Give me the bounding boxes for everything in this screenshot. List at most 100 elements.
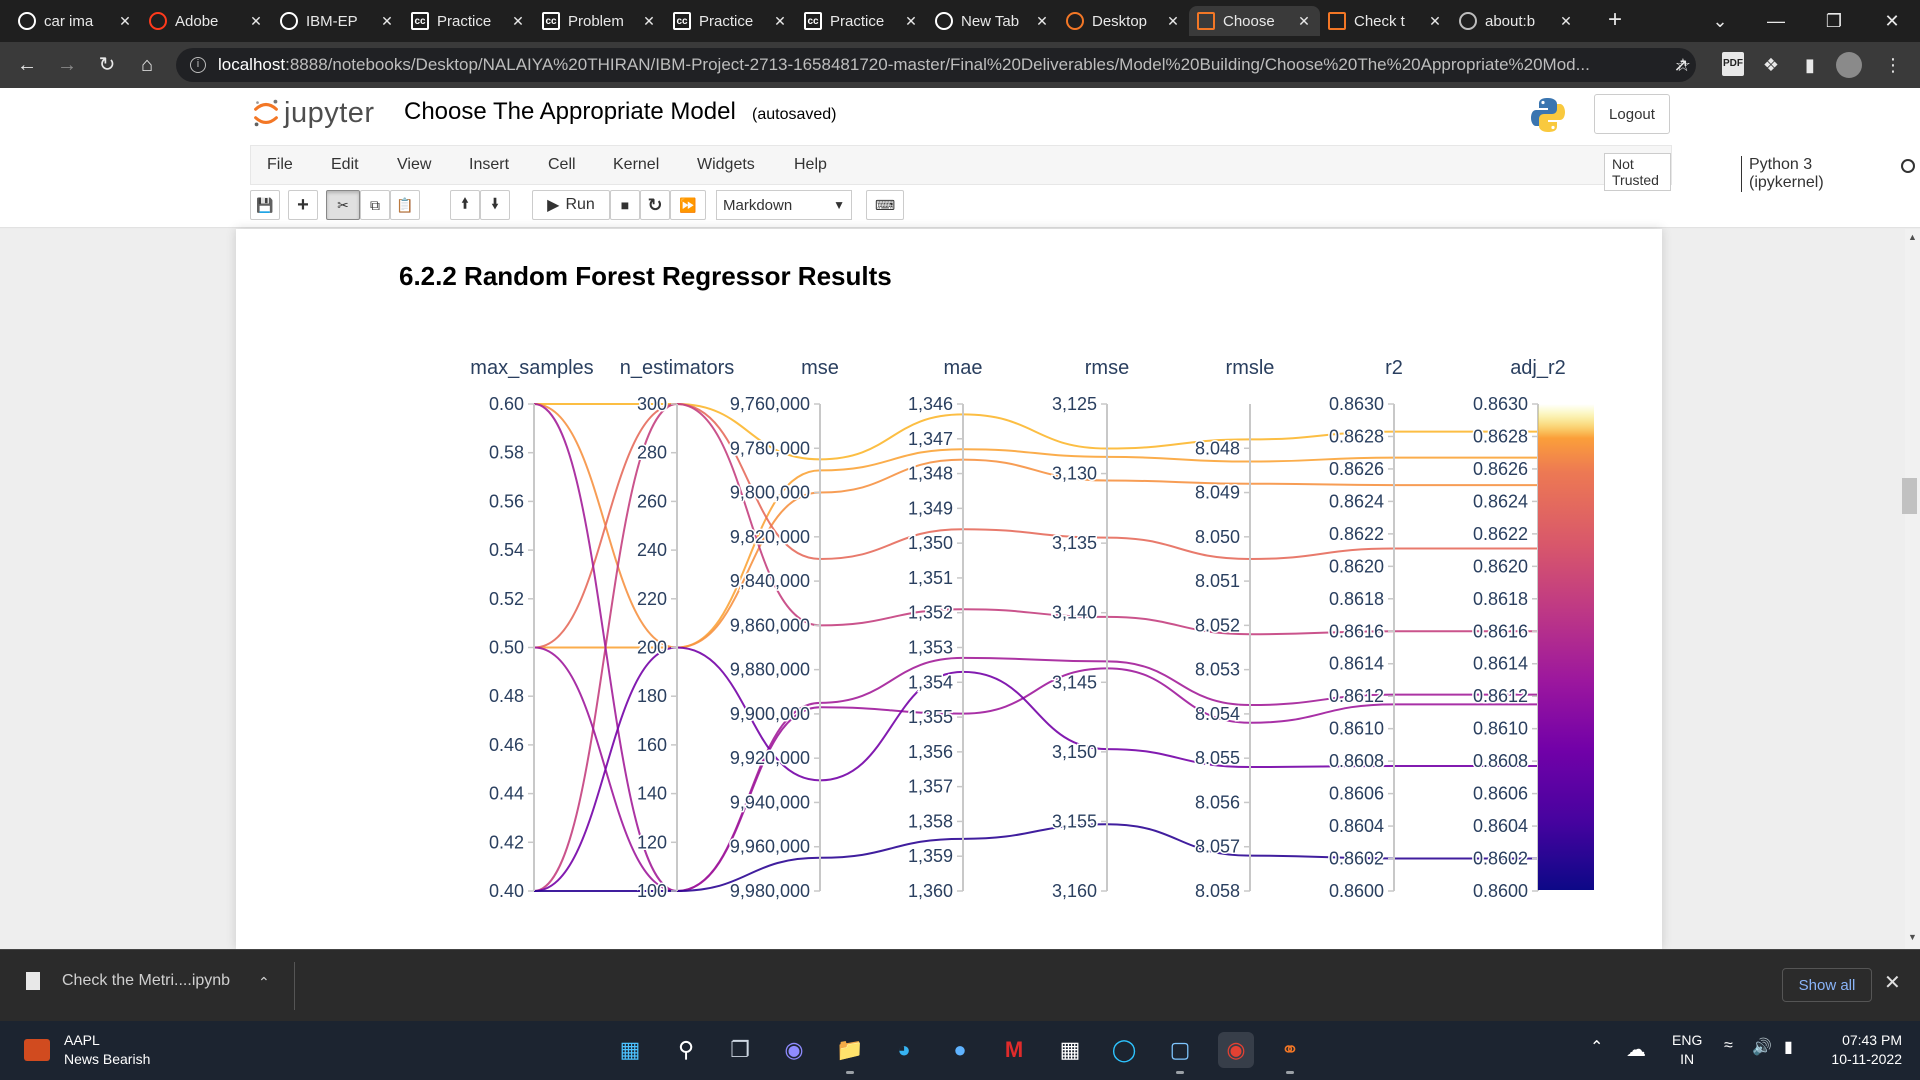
- browser-tab[interactable]: cc Practice ✕: [403, 6, 534, 36]
- tab-close-icon[interactable]: ✕: [774, 12, 786, 29]
- task-view-icon[interactable]: ❐: [730, 1037, 750, 1062]
- data-polyline[interactable]: [533, 448, 1538, 649]
- logout-button[interactable]: Logout: [1594, 94, 1670, 134]
- tab-close-icon[interactable]: ✕: [1298, 12, 1310, 29]
- scrollbar-thumb[interactable]: [1902, 478, 1917, 514]
- back-arrow-icon[interactable]: ←: [17, 54, 37, 76]
- command-palette-keyboard-icon[interactable]: ⌨: [866, 190, 904, 220]
- insert-cell-icon[interactable]: +: [288, 190, 318, 220]
- browser-tab[interactable]: cc Practice ✕: [796, 6, 927, 36]
- axis-title[interactable]: max_samples: [470, 357, 593, 379]
- chevron-up-icon[interactable]: ⌃: [258, 974, 270, 990]
- stock-widget[interactable]: AAPL News Bearish: [24, 1031, 150, 1069]
- cell-type-select[interactable]: Markdown ▼: [716, 190, 852, 220]
- tab-close-icon[interactable]: ✕: [119, 12, 131, 29]
- site-info-icon[interactable]: i: [190, 57, 206, 73]
- download-item[interactable]: Check the Metri....ipynb: [26, 972, 230, 990]
- restore-button[interactable]: ❐: [1825, 11, 1843, 31]
- data-polyline[interactable]: [533, 823, 1538, 893]
- language-indicator[interactable]: ENG IN: [1672, 1031, 1702, 1069]
- menu-file[interactable]: File: [267, 156, 293, 173]
- close-window-button[interactable]: ✕: [1884, 11, 1900, 31]
- edge-icon[interactable]: ◕: [897, 1037, 911, 1062]
- home-icon[interactable]: ⌂: [140, 54, 154, 76]
- menu-help[interactable]: Help: [794, 156, 827, 173]
- minimize-button[interactable]: —: [1767, 11, 1785, 31]
- scroll-up-arrow-icon[interactable]: ▲: [1908, 232, 1917, 242]
- not-trusted-badge[interactable]: Not Trusted: [1604, 153, 1671, 191]
- wifi-icon[interactable]: ≈: [1724, 1037, 1733, 1054]
- data-polyline[interactable]: [533, 403, 1538, 893]
- browser-tab[interactable]: cc Problem ✕: [534, 6, 665, 36]
- axis-title[interactable]: rmsle: [1226, 357, 1275, 379]
- tab-close-icon[interactable]: ✕: [512, 12, 524, 29]
- menu-insert[interactable]: Insert: [469, 156, 510, 173]
- axis-title[interactable]: rmse: [1085, 357, 1129, 379]
- close-icon[interactable]: ✕: [1884, 972, 1901, 994]
- profile-avatar[interactable]: [1836, 52, 1862, 78]
- reload-icon[interactable]: ↻: [98, 54, 116, 76]
- tray-overflow-chevron-icon[interactable]: ⌃: [1590, 1039, 1604, 1056]
- browser-tab[interactable]: Check t ✕: [1320, 6, 1451, 36]
- mcafee-icon[interactable]: M: [1004, 1037, 1024, 1062]
- tab-close-icon[interactable]: ✕: [905, 12, 917, 29]
- store-icon[interactable]: ▦: [1059, 1037, 1081, 1062]
- address-bar-input[interactable]: i localhost:8888/notebooks/Desktop/NALAI…: [176, 48, 1696, 82]
- browser-tab[interactable]: car ima ✕: [10, 6, 141, 36]
- move-down-arrow-icon[interactable]: 🠛: [480, 190, 510, 220]
- extensions-puzzle-icon[interactable]: ❖: [1762, 55, 1780, 75]
- tab-search-chevron-icon[interactable]: ⌄: [1712, 11, 1728, 31]
- browser-tab[interactable]: Choose ✕: [1189, 6, 1320, 36]
- tab-close-icon[interactable]: ✕: [1167, 12, 1179, 29]
- tab-close-icon[interactable]: ✕: [1429, 12, 1441, 29]
- data-polyline[interactable]: [533, 646, 1538, 893]
- tab-close-icon[interactable]: ✕: [250, 12, 262, 29]
- notebook-title[interactable]: Choose The Appropriate Model: [404, 98, 736, 125]
- browser-tab[interactable]: about:b ✕: [1451, 6, 1582, 36]
- jupyter-logo[interactable]: jupyter: [252, 96, 375, 130]
- paste-icon[interactable]: 📋: [390, 190, 420, 220]
- axis-title[interactable]: r2: [1385, 357, 1403, 379]
- menu-edit[interactable]: Edit: [331, 156, 359, 173]
- browser-tab[interactable]: Adobe ✕: [141, 6, 272, 36]
- alexa-icon[interactable]: ◯: [1111, 1037, 1137, 1062]
- tab-close-icon[interactable]: ✕: [1036, 12, 1048, 29]
- search-icon[interactable]: ⚲: [677, 1037, 695, 1062]
- chat-icon[interactable]: ◉: [784, 1037, 804, 1062]
- bookmark-star-icon[interactable]: ☆: [1674, 55, 1692, 75]
- side-panel-icon[interactable]: ▮: [1805, 55, 1815, 75]
- move-up-arrow-icon[interactable]: 🠙: [450, 190, 480, 220]
- tab-close-icon[interactable]: ✕: [381, 12, 393, 29]
- browser-tab[interactable]: IBM-EP ✕: [272, 6, 403, 36]
- menu-widgets[interactable]: Widgets: [697, 156, 755, 173]
- file-explorer-icon[interactable]: 📁: [832, 1032, 868, 1074]
- cut-icon[interactable]: ✂: [326, 190, 360, 220]
- show-all-button[interactable]: Show all: [1782, 968, 1872, 1002]
- browser-tab[interactable]: cc Practice ✕: [665, 6, 796, 36]
- menu-kernel[interactable]: Kernel: [613, 156, 660, 173]
- axis-title[interactable]: n_estimators: [620, 357, 735, 379]
- save-icon[interactable]: 💾: [250, 190, 280, 220]
- new-tab-button[interactable]: +: [1607, 6, 1622, 33]
- restart-run-all-icon[interactable]: ⏩: [670, 190, 706, 220]
- browser-menu-kebab-icon[interactable]: ⋮: [1884, 55, 1902, 75]
- axis-title[interactable]: mae: [944, 357, 983, 379]
- browser-tab[interactable]: Desktop ✕: [1058, 6, 1189, 36]
- data-polyline[interactable]: [533, 402, 1538, 461]
- menu-cell[interactable]: Cell: [548, 156, 576, 173]
- volume-icon[interactable]: 🔊: [1752, 1039, 1772, 1056]
- run-button[interactable]: ▶ Run: [532, 190, 610, 220]
- start-windows-icon[interactable]: ▦: [619, 1037, 641, 1062]
- photos-icon[interactable]: ▢: [1162, 1032, 1198, 1074]
- markdown-cell-heading[interactable]: 6.2.2 Random Forest Regressor Results: [399, 261, 892, 291]
- tab-close-icon[interactable]: ✕: [1560, 12, 1572, 29]
- chrome-icon[interactable]: ◉: [1218, 1032, 1254, 1068]
- scroll-down-arrow-icon[interactable]: ▼: [1908, 932, 1917, 942]
- clock[interactable]: 07:43 PM 10-11-2022: [1822, 1031, 1902, 1069]
- menu-view[interactable]: View: [397, 156, 432, 173]
- browser-tab[interactable]: New Tab ✕: [927, 6, 1058, 36]
- data-polyline[interactable]: [533, 402, 1538, 892]
- pdf-extension-icon[interactable]: PDF: [1722, 52, 1744, 76]
- axis-title[interactable]: adj_r2: [1510, 357, 1566, 379]
